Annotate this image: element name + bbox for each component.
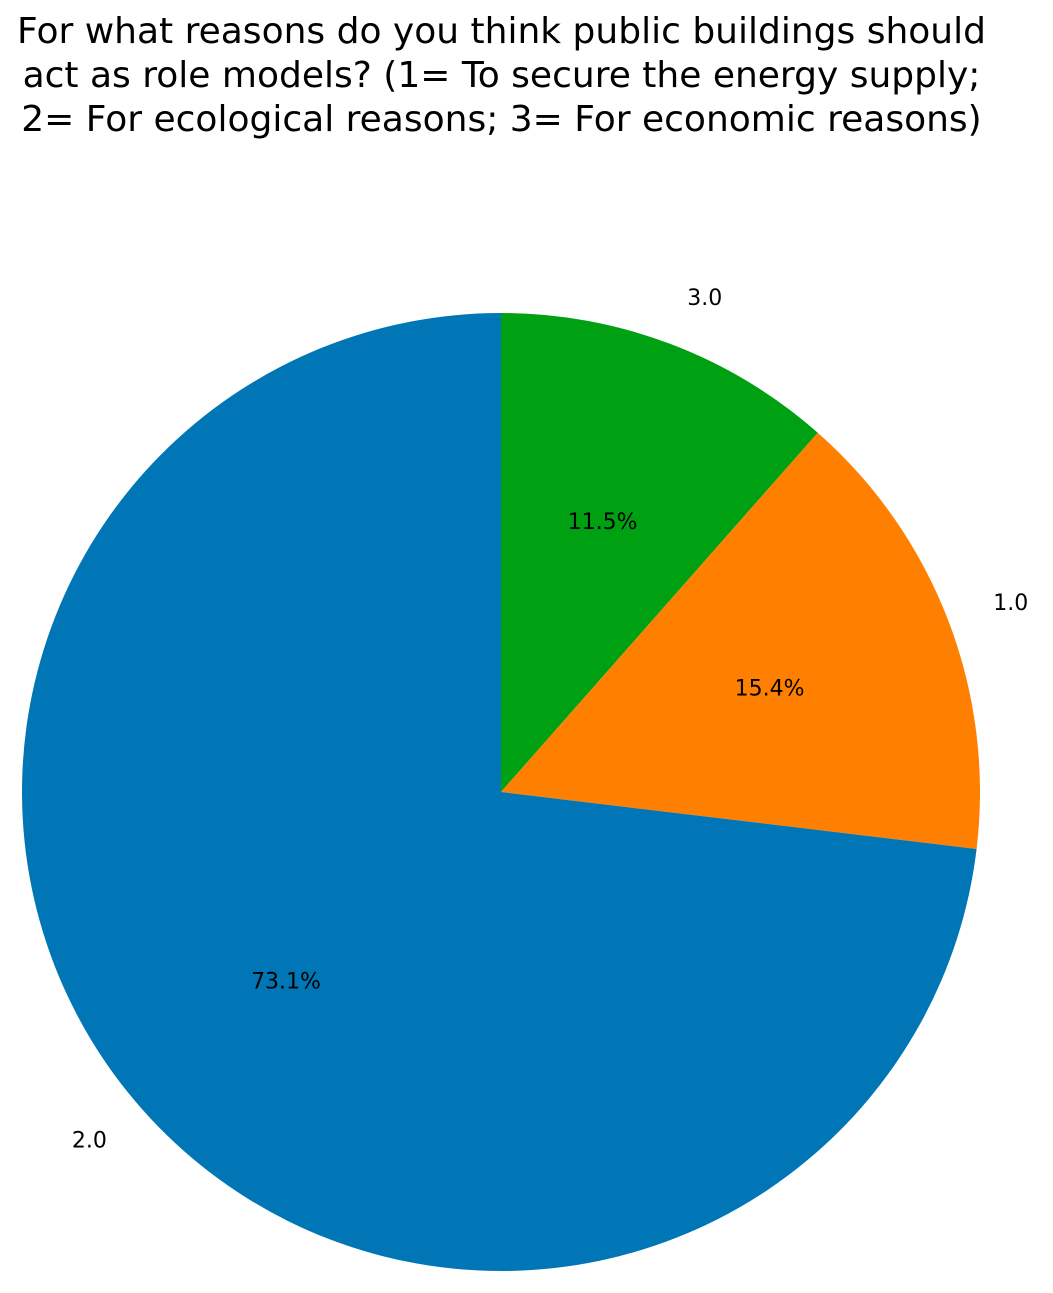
- pie-slice: [21, 313, 977, 1271]
- category-label: 1.0: [993, 591, 1028, 616]
- category-label: 2.0: [72, 1129, 107, 1154]
- value-label: 73.1%: [251, 970, 321, 995]
- chart-title: For what reasons do you think public bui…: [17, 11, 986, 140]
- pie-slice: [501, 432, 980, 850]
- value-label: 11.5%: [568, 510, 638, 535]
- pie-slice: [501, 313, 818, 792]
- category-label: 3.0: [687, 286, 722, 311]
- value-label: 15.4%: [735, 677, 805, 702]
